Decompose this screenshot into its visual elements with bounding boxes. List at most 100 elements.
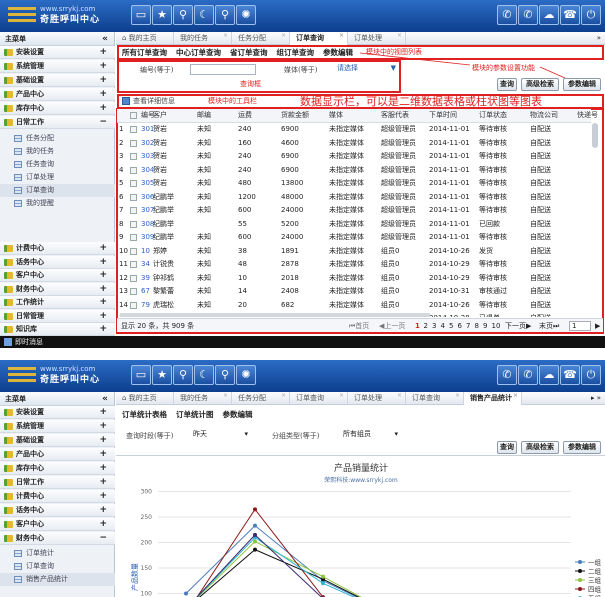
order-code-link[interactable]: 67 bbox=[141, 287, 150, 295]
column-header[interactable]: 客服代表 bbox=[381, 111, 409, 119]
column-header[interactable]: 运费 bbox=[238, 111, 252, 119]
horizontal-scrollbar[interactable] bbox=[120, 313, 430, 317]
tab-more-button[interactable]: » bbox=[596, 34, 601, 42]
row-checkbox[interactable] bbox=[130, 234, 137, 241]
sidebar-item[interactable]: 任务查询 bbox=[0, 158, 115, 171]
sidebar-group-2[interactable]: 基础设置 + bbox=[0, 74, 115, 87]
order-code-link[interactable]: 308 bbox=[141, 219, 155, 228]
advanced-search-button[interactable]: 高级检索 bbox=[521, 78, 559, 91]
column-header[interactable]: 物流公司 bbox=[530, 111, 558, 119]
column-header[interactable]: 客户 bbox=[153, 111, 167, 119]
sidebar-group-b5[interactable]: 日常管理 + bbox=[0, 309, 115, 323]
search-icon[interactable]: ⚲ bbox=[215, 5, 235, 25]
tab-0[interactable]: ⌂ 我的主页 bbox=[116, 32, 174, 45]
order-code-link[interactable]: 34 bbox=[141, 260, 150, 268]
column-header[interactable]: 编号 bbox=[141, 111, 155, 119]
power-icon[interactable]: ⏻ bbox=[581, 5, 601, 25]
order-code-link[interactable]: 10 bbox=[141, 246, 150, 255]
page-5-button[interactable]: 5 bbox=[449, 322, 454, 330]
view-tab-1[interactable]: 中心订单查询 bbox=[176, 48, 221, 57]
view-tab-0[interactable]: 订单统计表格 bbox=[122, 410, 167, 419]
column-header[interactable]: 订单状态 bbox=[479, 111, 507, 119]
expand-icon[interactable]: + bbox=[99, 61, 107, 71]
table-row[interactable]: 12 39 钟祁鹤 未知 10 2018 未指定媒体 组员0 2014-10-29 等待审核 自配送 bbox=[117, 272, 591, 286]
expand-icon[interactable]: + bbox=[99, 270, 107, 280]
row-checkbox[interactable] bbox=[130, 126, 137, 133]
sidebar-group-1[interactable]: 系统管理 + bbox=[0, 60, 115, 73]
page-1-button[interactable]: 1 bbox=[415, 322, 420, 330]
row-checkbox[interactable] bbox=[130, 153, 137, 160]
order-code-link[interactable]: 302 bbox=[141, 138, 155, 147]
sidebar-group-1[interactable]: 系统管理 + bbox=[0, 420, 115, 433]
table-row[interactable]: 11 34 计锐贵 未知 48 2878 未指定媒体 组员0 2014-10-29 等待审核 自配送 bbox=[117, 258, 591, 272]
close-tab-icon[interactable]: × bbox=[396, 32, 402, 39]
tab-4[interactable]: 订单处理 × bbox=[348, 32, 406, 45]
page-9-button[interactable]: 9 bbox=[483, 322, 488, 330]
tab-3[interactable]: 订单查询 × bbox=[290, 392, 348, 405]
card-icon[interactable]: ▭ bbox=[131, 365, 151, 385]
sidebar-group-b4[interactable]: 工作统计 + bbox=[0, 296, 115, 309]
table-row[interactable]: 1 301 贺岩 未知 240 6900 未指定媒体 超级管理员 2014-11-01 等待审核 自… bbox=[117, 123, 591, 137]
page-4-button[interactable]: 4 bbox=[440, 322, 445, 330]
sidebar-group-0[interactable]: 安装设置 + bbox=[0, 46, 115, 59]
sidebar-item[interactable]: 销售产品统计 bbox=[0, 573, 115, 586]
sidebar-group-5[interactable]: 日常工作 + bbox=[0, 476, 115, 489]
table-row[interactable]: 5 305 贺岩 未知 480 13800 未指定媒体 超级管理员 2014-11-01 等待审核… bbox=[117, 177, 591, 191]
search-button[interactable]: 查询 bbox=[497, 441, 517, 454]
collapse-sidebar-button[interactable]: « bbox=[102, 34, 108, 44]
order-code-link[interactable]: 307 bbox=[141, 206, 155, 214]
search-button[interactable]: 查询 bbox=[497, 78, 517, 91]
order-code-link[interactable]: 39 bbox=[141, 273, 150, 282]
close-tab-icon[interactable]: × bbox=[454, 392, 460, 399]
close-tab-icon[interactable]: × bbox=[280, 392, 286, 399]
bulb-icon[interactable]: ✺ bbox=[236, 365, 256, 385]
phone-icon[interactable]: ✆ bbox=[518, 5, 538, 25]
table-row[interactable]: 14 79 虎瑞松 未知 20 682 未指定媒体 组员0 2014-10-26 等待审核 自配送 bbox=[117, 299, 591, 313]
expand-icon[interactable]: + bbox=[99, 421, 107, 431]
row-checkbox[interactable] bbox=[130, 274, 137, 282]
first-page-button[interactable]: ⏮首页 bbox=[349, 322, 370, 330]
view-tab-2[interactable]: 省订单查询 bbox=[230, 48, 268, 57]
table-row[interactable]: 6 306 纪鹏举 未知 1200 48000 未指定媒体 超级管理员 2014-11-01 等待… bbox=[117, 191, 591, 205]
sidebar-item[interactable]: 任务分配 bbox=[0, 132, 115, 145]
sidebar-group-4[interactable]: 库存中心 + bbox=[0, 102, 115, 115]
close-tab-icon[interactable]: × bbox=[222, 32, 228, 39]
order-code-link[interactable]: 304 bbox=[141, 165, 155, 174]
sidebar-group-4[interactable]: 库存中心 + bbox=[0, 462, 115, 475]
sidebar-item[interactable]: 订单查询 bbox=[0, 184, 115, 197]
sidebar-group-7[interactable]: 话务中心 + bbox=[0, 504, 115, 517]
search-icon[interactable]: ⚲ bbox=[173, 365, 193, 385]
sidebar-group-b6[interactable]: 知识库 + bbox=[0, 323, 115, 336]
table-row[interactable]: 2 302 贺岩 未知 160 4600 未指定媒体 超级管理员 2014-11-01 等待审核 自… bbox=[117, 137, 591, 151]
page-7-button[interactable]: 7 bbox=[466, 322, 471, 330]
order-code-link[interactable]: 79 bbox=[141, 300, 150, 309]
row-checkbox[interactable] bbox=[130, 193, 137, 201]
chat-icon[interactable]: ☁ bbox=[539, 5, 559, 25]
code-input[interactable] bbox=[190, 64, 256, 75]
expand-icon[interactable]: + bbox=[99, 103, 107, 113]
page-3-button[interactable]: 3 bbox=[432, 322, 437, 330]
bulb-icon[interactable]: ✺ bbox=[236, 5, 256, 25]
expand-icon[interactable]: + bbox=[99, 47, 107, 57]
phone-icon[interactable]: ✆ bbox=[497, 5, 517, 25]
sidebar-group-6[interactable]: 计费中心 + bbox=[0, 490, 115, 503]
expand-icon[interactable]: + bbox=[99, 283, 107, 294]
expand-icon[interactable]: + bbox=[99, 297, 107, 307]
next-page-button[interactable]: 下一页▶ bbox=[505, 322, 532, 330]
sidebar-group-b2[interactable]: 客户中心 + bbox=[0, 269, 115, 282]
phone-handset-icon[interactable]: ☾ bbox=[194, 5, 214, 25]
expand-icon[interactable]: + bbox=[99, 519, 107, 529]
column-header[interactable]: 媒体 bbox=[329, 111, 343, 119]
expand-icon[interactable]: + bbox=[99, 324, 107, 334]
page-6-button[interactable]: 6 bbox=[457, 322, 462, 330]
instant-message-button[interactable]: 即时消息 bbox=[4, 336, 43, 348]
collapse-sidebar-button[interactable]: « bbox=[102, 394, 108, 404]
close-tab-icon[interactable]: × bbox=[338, 392, 344, 399]
period-select[interactable]: 昨天 ▾ bbox=[190, 430, 250, 441]
sidebar-item[interactable]: 我的任务 bbox=[0, 145, 115, 158]
row-checkbox[interactable] bbox=[130, 261, 137, 268]
close-tab-icon[interactable]: × bbox=[280, 32, 286, 39]
expand-icon[interactable]: + bbox=[99, 310, 107, 321]
row-checkbox[interactable] bbox=[130, 288, 137, 295]
sidebar-item[interactable]: 我的提醒 bbox=[0, 197, 115, 210]
